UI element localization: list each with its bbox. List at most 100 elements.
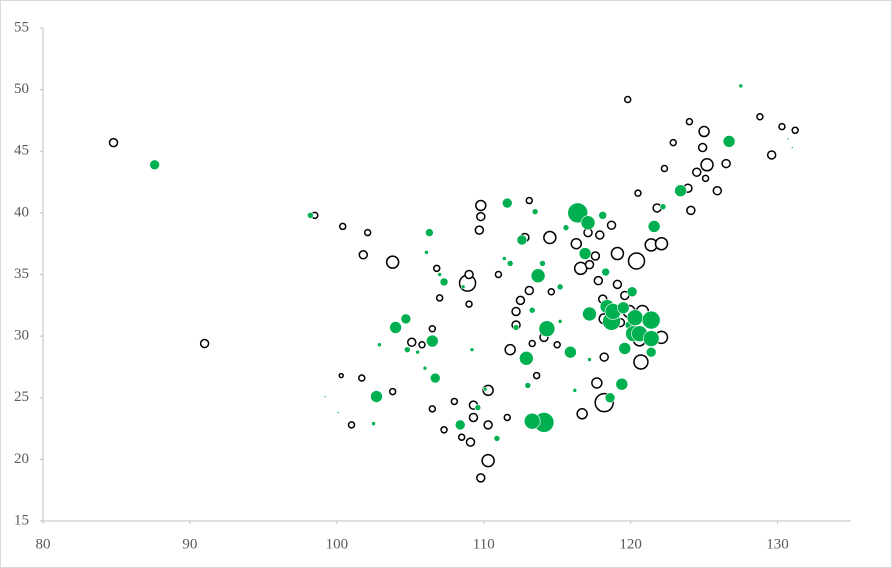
x-tick-label: 130 (766, 536, 789, 552)
bubble (108, 137, 119, 148)
x-tick-label: 110 (473, 536, 495, 552)
bubble (610, 246, 625, 261)
y-tick-label: 40 (14, 204, 29, 220)
x-tick-label: 90 (182, 536, 197, 552)
bubble (722, 135, 736, 148)
bubble (645, 346, 657, 358)
bubble (389, 321, 402, 334)
bubble (562, 224, 570, 231)
bubble (474, 404, 482, 411)
bubble (576, 408, 588, 420)
bubble (468, 412, 479, 423)
bubble (538, 320, 556, 338)
bubble (524, 382, 532, 389)
bubble (432, 264, 441, 273)
bubble (149, 159, 160, 171)
bubble (388, 387, 397, 396)
bubble (539, 260, 546, 267)
bubble (557, 319, 563, 324)
bubble (582, 306, 597, 322)
bubble (599, 352, 609, 362)
y-tick-label: 25 (14, 389, 29, 405)
bubble (652, 203, 662, 213)
bubble (700, 158, 714, 172)
bubble (476, 473, 486, 483)
y-tick-label: 30 (14, 328, 29, 344)
bubble (494, 270, 503, 279)
bubble (595, 230, 605, 240)
bubble (647, 220, 661, 233)
bubble (528, 306, 536, 314)
x-tick-label: 100 (326, 536, 349, 552)
bubble (493, 435, 501, 442)
bubble (482, 386, 488, 392)
bubble (587, 357, 592, 362)
bubble (615, 377, 629, 391)
y-tick-label: 55 (14, 19, 29, 35)
bubble (528, 339, 536, 348)
bubble (439, 277, 449, 287)
bubble (503, 413, 511, 422)
bubble (524, 285, 535, 296)
bubble (634, 189, 642, 197)
bubble (199, 338, 210, 349)
bubble (616, 301, 630, 315)
bubble (338, 372, 344, 379)
bubble (553, 341, 561, 349)
bubble (660, 164, 669, 173)
bubble (593, 275, 604, 286)
bubble (530, 268, 546, 284)
y-tick-label: 20 (14, 451, 29, 467)
bubble (435, 294, 444, 302)
bubble (738, 83, 744, 89)
bubble (523, 412, 541, 430)
bubble (543, 230, 557, 245)
bubble (641, 310, 661, 330)
bubble (790, 146, 794, 149)
bubble (501, 256, 507, 261)
bubble (669, 138, 677, 147)
bubble (370, 390, 383, 403)
bubble (424, 250, 429, 255)
bubble (415, 349, 420, 355)
bubble (483, 420, 493, 430)
bubble (606, 220, 617, 230)
bubble (371, 421, 376, 426)
bubble (425, 228, 434, 237)
bubble (601, 267, 610, 277)
bubble (460, 284, 466, 290)
bubble (590, 251, 601, 261)
bubble (504, 343, 516, 356)
bubble (501, 197, 513, 209)
y-tick-label: 15 (14, 512, 29, 528)
bubble (358, 374, 366, 382)
bubble (712, 185, 723, 196)
bubble (701, 174, 710, 183)
x-tick-label: 80 (36, 536, 51, 552)
bubble (469, 347, 475, 352)
bubble (426, 334, 439, 348)
bubble (580, 215, 596, 231)
bubble (685, 117, 694, 126)
bubble (604, 392, 616, 404)
bubble (627, 252, 646, 270)
bubble (511, 306, 521, 317)
bubble (437, 272, 442, 277)
bubble (347, 421, 356, 429)
bubble (698, 125, 710, 138)
bubble (686, 205, 696, 216)
bubble (440, 426, 448, 434)
bubble (691, 167, 702, 177)
bubble (457, 433, 466, 441)
x-tick-label: 120 (619, 536, 642, 552)
bubble (654, 236, 669, 251)
bubble (633, 354, 649, 370)
bubble (612, 279, 623, 290)
bubble (404, 346, 411, 353)
bubble (400, 313, 412, 325)
bubble (766, 150, 777, 160)
y-tick-label: 50 (14, 81, 29, 97)
y-tick-label: 45 (14, 143, 29, 159)
bubble (363, 228, 372, 237)
